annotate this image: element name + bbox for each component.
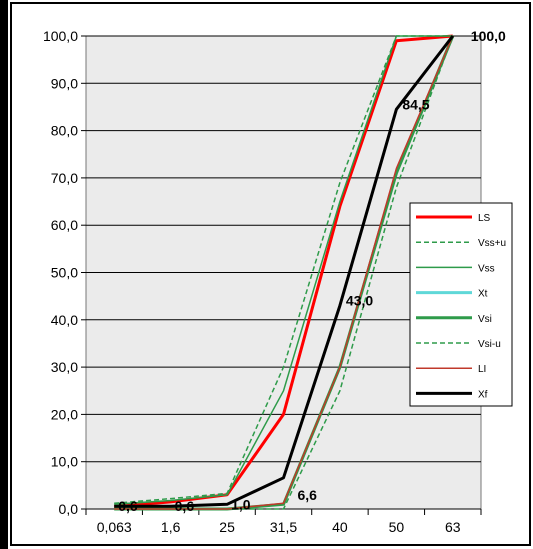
data-label: 6,6 bbox=[298, 487, 318, 503]
x-axis-ticks: 0,063 1,6 25 31,5 40 50 63 bbox=[85, 508, 482, 535]
y-tick-label: 30,0 bbox=[51, 359, 78, 375]
data-label: 0,6 bbox=[118, 498, 138, 514]
data-label: 0,6 bbox=[175, 498, 195, 514]
y-tick-label: 60,0 bbox=[51, 217, 78, 233]
y-tick-label: 40,0 bbox=[51, 312, 78, 328]
y-tick-label: 0,0 bbox=[59, 501, 79, 517]
x-tick-label: 50 bbox=[389, 519, 405, 535]
x-tick-label: 40 bbox=[332, 519, 348, 535]
legend-label: Xf bbox=[478, 389, 488, 400]
left-edge-strip bbox=[0, 0, 8, 549]
y-tick-label: 20,0 bbox=[51, 406, 78, 422]
legend-label: LS bbox=[478, 213, 491, 224]
data-label: 1,0 bbox=[231, 496, 251, 512]
x-tick-label: 25 bbox=[219, 519, 235, 535]
series-line-ls bbox=[114, 34, 453, 509]
x-tick-label: 1,6 bbox=[161, 519, 181, 535]
data-label: 84,5 bbox=[402, 96, 429, 112]
y-tick-label: 70,0 bbox=[51, 170, 78, 186]
y-tick-label: 90,0 bbox=[51, 75, 78, 91]
legend-box bbox=[409, 202, 513, 407]
legend-label: Vsi-u bbox=[478, 339, 501, 350]
y-axis-ticks: 0,0 10,0 20,0 30,0 40,0 50,0 60,0 70,0 80,0 90,0 1… bbox=[43, 28, 86, 517]
legend-label: Vsi bbox=[478, 314, 492, 325]
series-line-xf bbox=[114, 35, 454, 508]
y-tick-label: 100,0 bbox=[43, 28, 78, 44]
y-tick-label: 50,0 bbox=[51, 265, 78, 281]
y-tick-label: 10,0 bbox=[51, 454, 78, 470]
x-tick-label: 31,5 bbox=[270, 519, 297, 535]
y-tick-label: 80,0 bbox=[51, 123, 78, 139]
x-tick-label: 63 bbox=[445, 519, 461, 535]
legend-label: Vss+u bbox=[478, 238, 506, 249]
data-label: 100,0 bbox=[471, 28, 506, 44]
series-line-vss bbox=[114, 35, 453, 506]
series-lines bbox=[114, 34, 455, 511]
legend: LS Vss+u Vss Xt Vsi Vsi-u LI Xf bbox=[409, 202, 513, 407]
data-label: 43,0 bbox=[346, 293, 373, 309]
x-tick-label: 0,063 bbox=[97, 519, 132, 535]
legend-label: Vss bbox=[478, 263, 495, 274]
series-line-li bbox=[114, 35, 454, 510]
data-labels: 0,6 0,6 1,0 6,6 43,0 84,5 100,0 bbox=[118, 28, 506, 514]
legend-label: LI bbox=[478, 364, 486, 375]
legend-label: Xt bbox=[478, 289, 488, 300]
